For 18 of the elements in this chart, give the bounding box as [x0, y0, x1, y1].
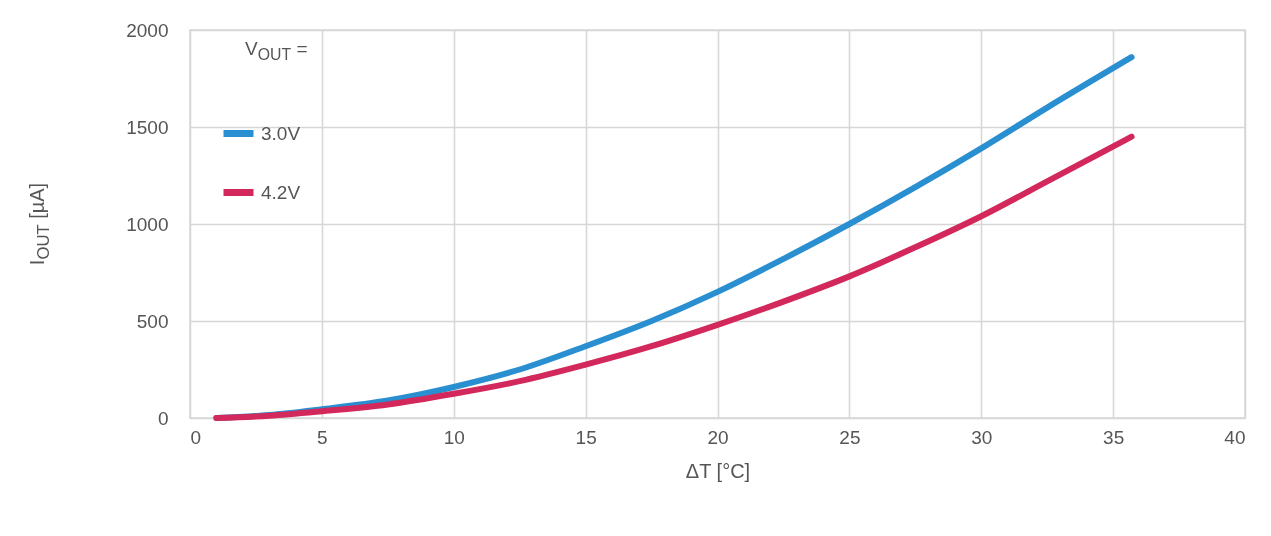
x-tick-label: 40: [1224, 426, 1246, 448]
legend-label: 3.0V: [261, 122, 301, 144]
legend-title: V$_{OUT}$ =: [245, 38, 308, 64]
x-tick-label: 35: [1103, 426, 1125, 448]
y-tick-label: 2000: [126, 19, 169, 41]
y-tick-label: 0: [157, 407, 169, 429]
legend-label: 4.2V: [261, 181, 301, 203]
y-tick-label: 1500: [126, 116, 169, 138]
x-tick-label: 5: [317, 426, 328, 448]
y-tick-label: 1000: [126, 213, 169, 235]
x-tick-label: 30: [971, 426, 993, 448]
x-axis-title: ΔT [°C]: [685, 459, 751, 482]
y-tick-label: 500: [136, 310, 169, 332]
x-tick-label: 10: [443, 426, 465, 448]
x-tick-label: 15: [575, 426, 597, 448]
x-tick-label: 25: [839, 426, 861, 448]
x-tick-label: 0: [190, 426, 202, 448]
x-tick-label: 20: [707, 426, 729, 448]
